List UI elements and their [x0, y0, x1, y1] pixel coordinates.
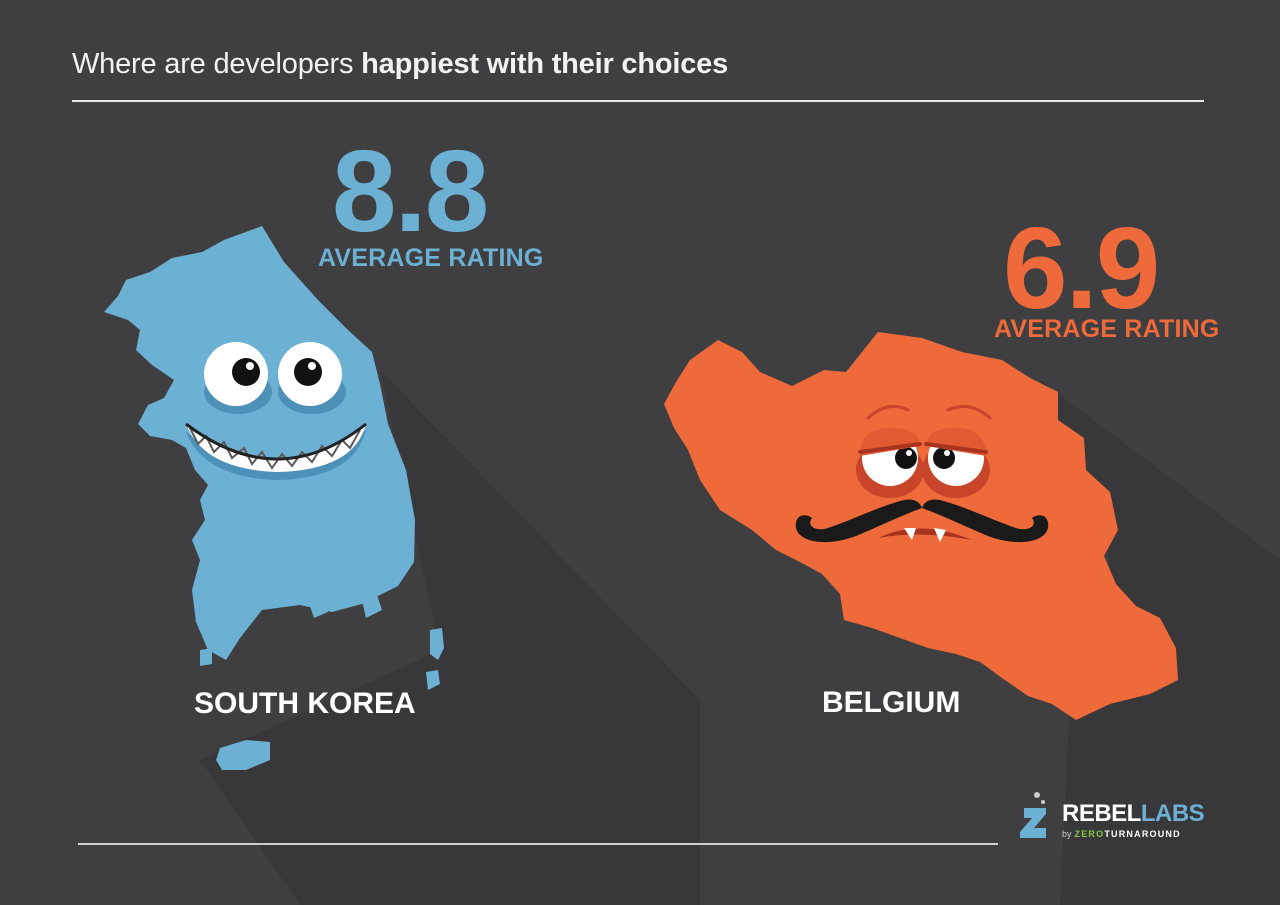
- island-1: [308, 598, 328, 618]
- south-korea-shape: [104, 226, 415, 660]
- logo-tagline: by ZEROTURNAROUND: [1062, 829, 1181, 839]
- logo-turnaround: TURNAROUND: [1104, 829, 1181, 839]
- belgium-rating: 6.9: [1003, 203, 1160, 333]
- title-bold: happiest with their choices: [361, 48, 729, 80]
- korea-smile-shadow: [186, 430, 366, 480]
- korea-label: SOUTH KOREA: [194, 687, 416, 720]
- belgium-pupil-left: [895, 447, 917, 469]
- logo-zero: ZERO: [1074, 829, 1105, 839]
- belgium-frown: [878, 528, 972, 540]
- rebellabs-logo: REBELLABS by ZEROTURNAROUND: [1018, 786, 1208, 846]
- top-divider: [72, 100, 1204, 102]
- korea-pupil-left: [232, 358, 260, 386]
- south-korea-map: [104, 226, 444, 770]
- island-2: [362, 592, 382, 618]
- korea-smile: [186, 424, 366, 472]
- belgium-label: BELGIUM: [822, 686, 961, 719]
- belgium-brow-left: [866, 404, 910, 420]
- korea-rating: 8.8: [332, 126, 489, 256]
- jeju-island: [216, 740, 270, 770]
- logo-labs: LABS: [1140, 800, 1205, 827]
- korea-shadow: [200, 370, 700, 905]
- belgium-rating-label: AVERAGE RATING: [994, 315, 1220, 343]
- belgium-brow-right: [946, 404, 992, 420]
- bottom-divider: [78, 843, 998, 845]
- logo-by: by: [1062, 829, 1072, 839]
- title-normal: Where are developers: [72, 48, 362, 80]
- korea-pupil-right: [294, 358, 322, 386]
- belgium-shape: [664, 332, 1178, 720]
- belgium-map: [664, 332, 1178, 720]
- island-4: [426, 670, 440, 690]
- island-5: [200, 648, 212, 666]
- belgium-pupil-right: [933, 447, 955, 469]
- page-title: Where are developers happiest with their…: [72, 48, 728, 81]
- belgium-tooth-right: [934, 528, 946, 542]
- korea-teeth: [189, 427, 361, 470]
- korea-rating-label: AVERAGE RATING: [318, 244, 544, 272]
- logo-wordmark: REBELLABS: [1062, 800, 1205, 828]
- belgium-mustache: [795, 499, 1049, 543]
- belgium-tooth-left: [904, 528, 916, 540]
- island-3: [430, 628, 444, 660]
- flask-icon: [1020, 792, 1046, 838]
- logo-rebel: REBEL: [1062, 800, 1141, 827]
